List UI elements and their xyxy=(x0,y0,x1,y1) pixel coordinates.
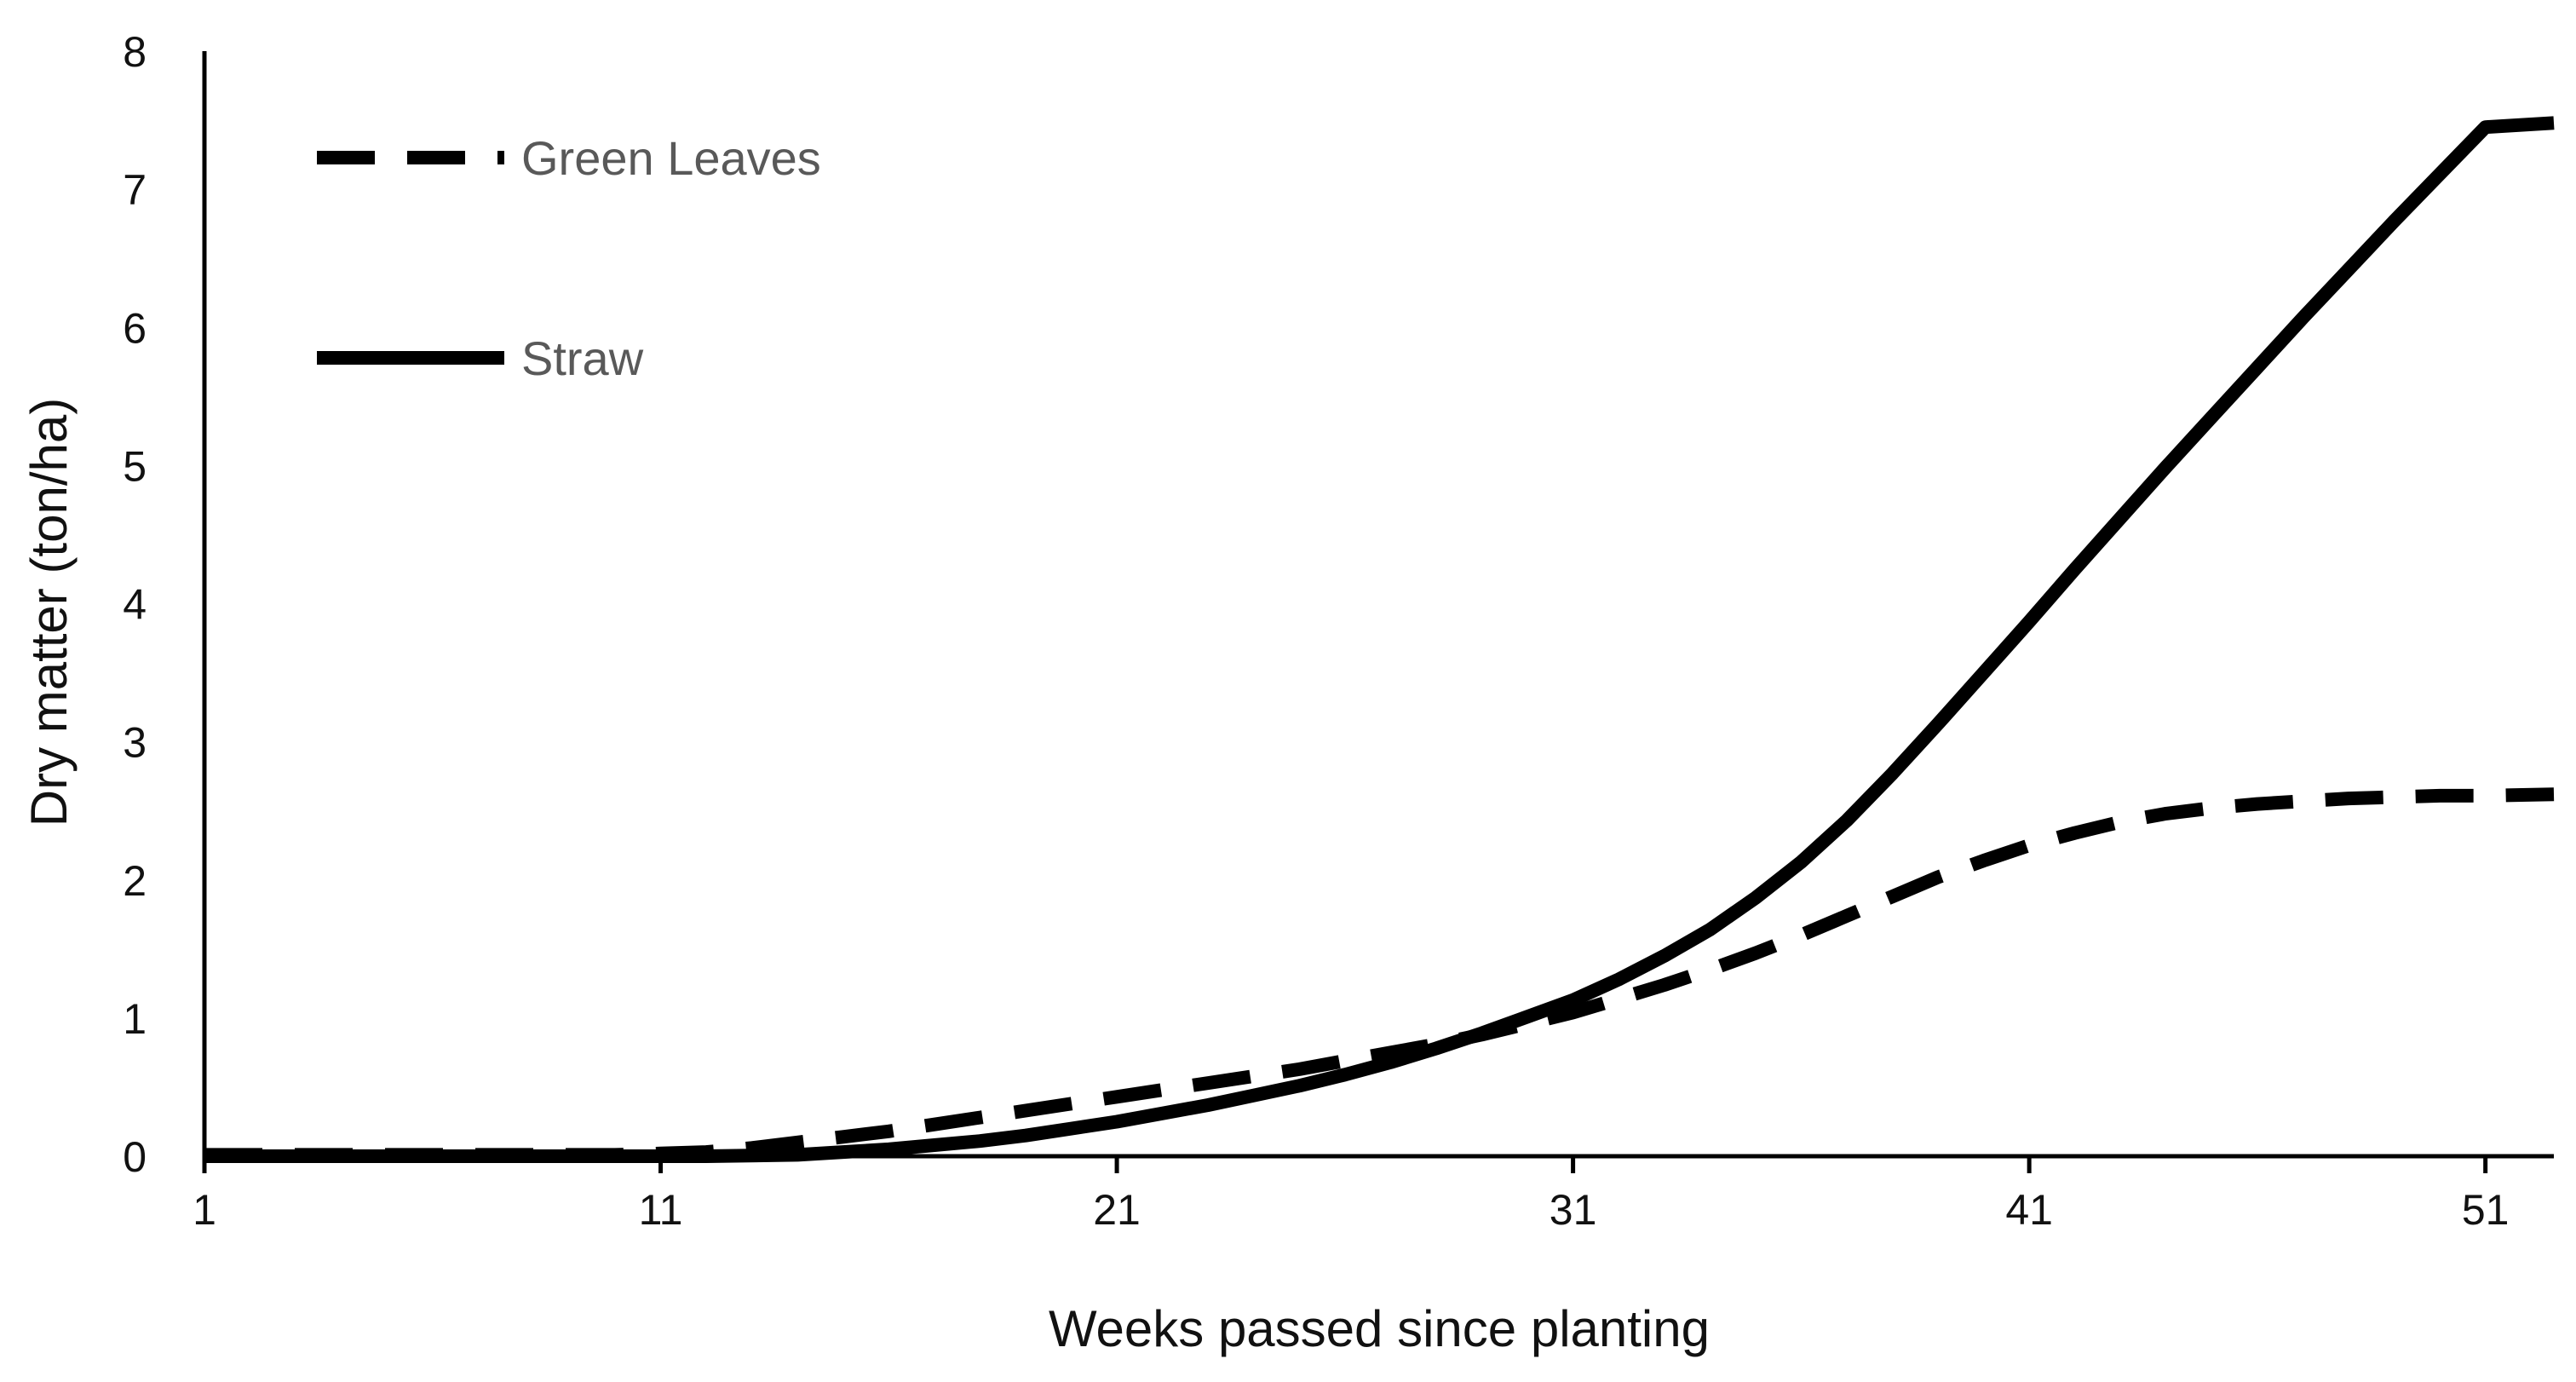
legend: Green Leaves Straw xyxy=(317,131,821,385)
y-tick-label-2: 2 xyxy=(123,857,147,905)
y-tick-label-3: 3 xyxy=(123,719,147,767)
y-tick-label-4: 4 xyxy=(123,581,147,629)
x-tick-label-31: 31 xyxy=(1550,1186,1597,1234)
x-axis-title: Weeks passed since planting xyxy=(1049,1300,1710,1357)
y-tick-label-7: 7 xyxy=(123,166,147,214)
series-line-straw xyxy=(204,116,2555,1163)
y-tick-label-5: 5 xyxy=(123,442,147,490)
plot-area xyxy=(204,116,2555,1163)
x-tick-label-41: 41 xyxy=(2005,1186,2053,1234)
series-line-green-leaves xyxy=(204,787,2555,1162)
x-tick-label-51: 51 xyxy=(2462,1186,2510,1234)
x-tick-label-1: 1 xyxy=(193,1186,216,1234)
y-tick-label-8: 8 xyxy=(123,28,147,76)
y-tick-label-6: 6 xyxy=(123,304,147,352)
legend-label-straw: Straw xyxy=(521,331,644,385)
y-tick-label-1: 1 xyxy=(123,995,147,1043)
axes xyxy=(202,51,2554,1159)
y-tick-label-0: 0 xyxy=(123,1133,147,1181)
x-tick-label-11: 11 xyxy=(639,1186,683,1234)
x-tick-label-21: 21 xyxy=(1093,1186,1141,1234)
y-axis-title: Dry matter (ton/ha) xyxy=(20,398,78,826)
legend-label-green-leaves: Green Leaves xyxy=(521,131,821,185)
